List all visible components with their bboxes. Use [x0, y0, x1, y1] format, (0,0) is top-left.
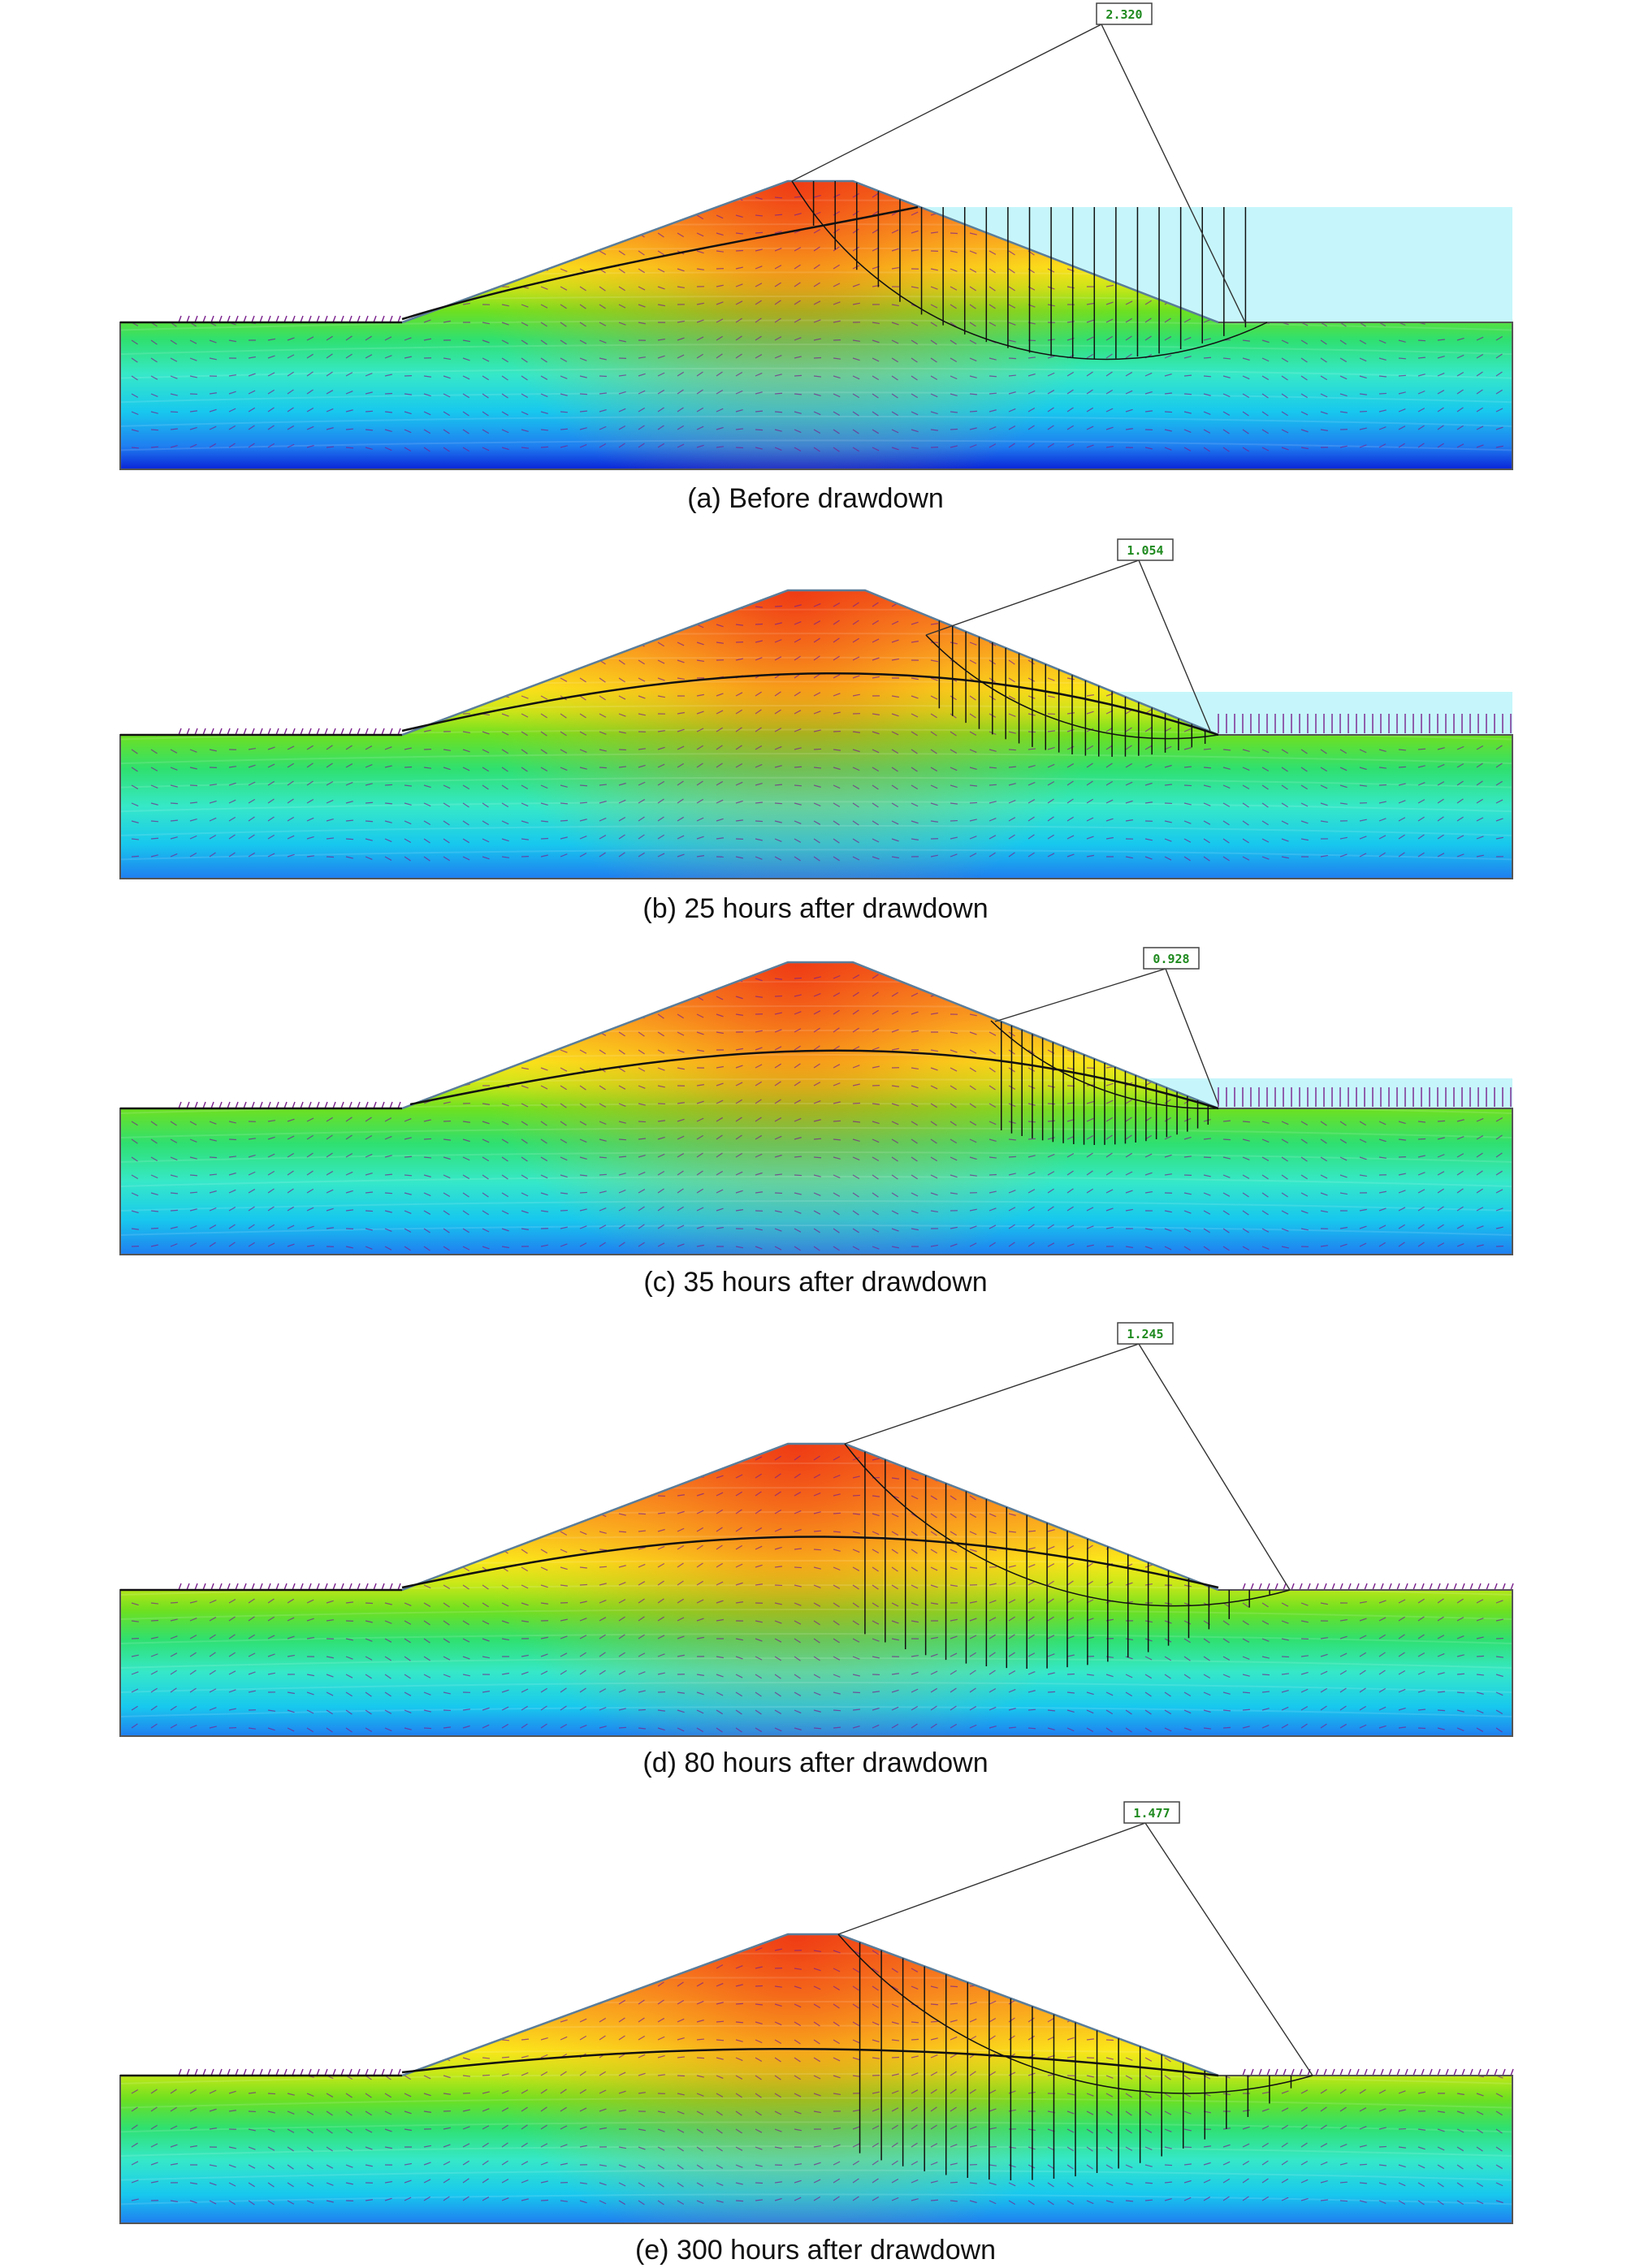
panel-e: (e) 300 hours after drawdown 1.477: [119, 1801, 1514, 2266]
fs-value: 1.054: [1127, 543, 1163, 558]
surface-flux-arrows: [178, 2068, 1514, 2076]
dam-slope: [401, 179, 1219, 324]
reservoir-water: [1143, 1078, 1512, 1108]
dam-slope: [401, 1933, 1219, 2077]
fs-value: 0.928: [1153, 952, 1189, 966]
panel-d-model: [119, 1343, 1514, 1737]
panel-a-fs-label: 2.320: [1096, 2, 1153, 25]
panel-b-model: [119, 559, 1513, 879]
dam-slope: [401, 961, 1219, 1110]
panel-d: (d) 80 hours after drawdown 1.245: [119, 1322, 1514, 1778]
pressure-contours: [120, 1934, 1512, 2223]
surface-flux-arrows: [178, 714, 1512, 736]
panel-a: (a) Before drawdown 2.320: [119, 2, 1513, 514]
panel-c-model: [119, 961, 1513, 1255]
panel-c: (c) 35 hours after drawdown 0.928: [119, 947, 1513, 1298]
phreatic-line: [401, 672, 1219, 737]
fs-label-box: [1143, 947, 1200, 970]
surface-flux-arrows: [178, 1583, 1514, 1591]
panel-d-fs-label: 1.245: [1117, 1322, 1174, 1345]
panel-c-fs-label: 0.928: [1143, 947, 1200, 970]
panel-e-fs-label: 1.477: [1123, 1801, 1180, 1824]
phreatic-line: [401, 1536, 1219, 1589]
fs-label-box: [1123, 1801, 1180, 1824]
critical-slip-surface: [791, 180, 1268, 361]
phreatic-line: [401, 205, 919, 321]
reservoir-water: [919, 207, 1512, 322]
critical-slip-surface: [844, 1443, 1291, 1669]
panel-a-model: [119, 24, 1513, 470]
panel-d-caption: (d) 80 hours after drawdown: [642, 1747, 988, 1778]
fs-value: 2.320: [1105, 7, 1142, 22]
dam-slope: [401, 589, 1219, 737]
fs-value: 1.477: [1133, 1806, 1170, 1821]
fs-value: 1.245: [1127, 1327, 1163, 1341]
panel-a-caption: (a) Before drawdown: [687, 483, 944, 514]
critical-slip-surface: [925, 620, 1219, 757]
fs-label-box: [1117, 1322, 1174, 1345]
dam-slope: [401, 1442, 1219, 1592]
surface-flux-arrows: [178, 1087, 1512, 1109]
panel-e-model: [119, 1822, 1514, 2224]
panel-b: (b) 25 hours after drawdown 1.054: [119, 538, 1513, 924]
panel-c-caption: (c) 35 hours after drawdown: [643, 1267, 987, 1298]
reservoir-water: [1113, 692, 1512, 735]
fs-label-box: [1096, 2, 1153, 25]
panel-b-fs-label: 1.054: [1117, 538, 1174, 561]
panel-b-caption: (b) 25 hours after drawdown: [642, 893, 988, 924]
fs-label-box: [1117, 538, 1174, 561]
panel-e-caption: (e) 300 hours after drawdown: [635, 2235, 996, 2266]
critical-slip-surface: [990, 1020, 1219, 1145]
critical-slip-surface: [837, 1933, 1313, 2180]
surface-flux-arrows: [178, 315, 401, 323]
